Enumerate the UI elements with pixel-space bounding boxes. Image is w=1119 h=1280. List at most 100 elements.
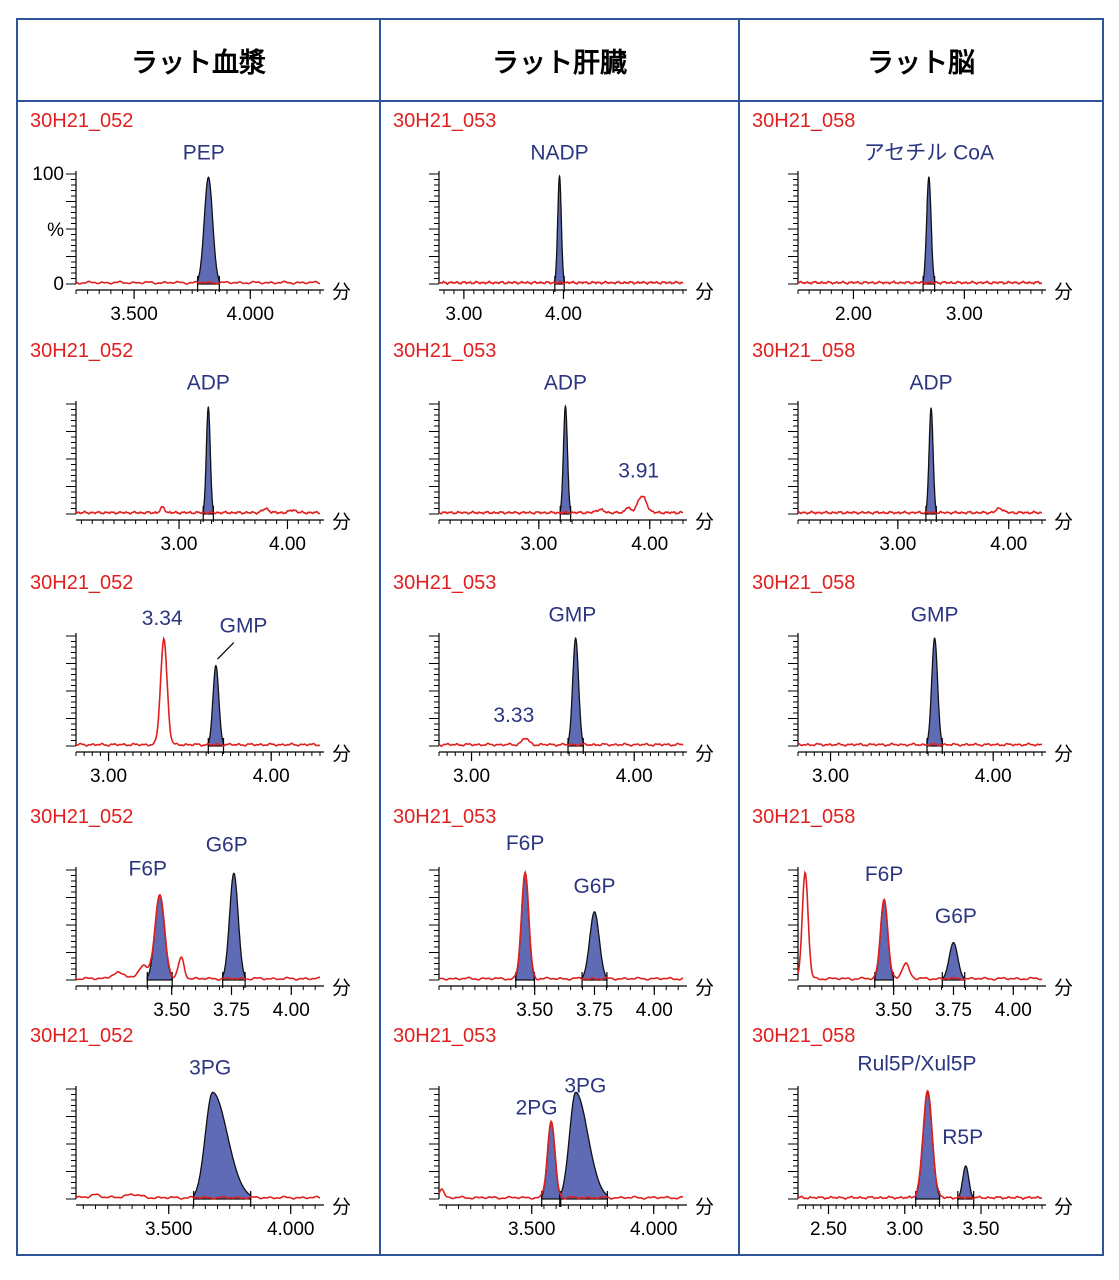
column-divider: [379, 20, 381, 1254]
chromatogram-panel: 30H21_053 3.00 4.00 分 ADP 3.91: [381, 332, 738, 562]
x-unit-label: 分: [695, 1196, 714, 1218]
sample-id: 30H21_052: [30, 340, 134, 362]
x-tick-label: 2.50: [810, 1219, 847, 1240]
y-axis-label: %: [47, 220, 64, 241]
chromatogram-svg: 3.500 4.000 分 2PG 3PG: [429, 1074, 714, 1240]
peak-label: 3.91: [618, 460, 659, 483]
chromatogram-svg: 3.00 4.00 分 ADP: [788, 372, 1073, 555]
peak-fill: [925, 406, 937, 515]
peak-label: F6P: [865, 863, 904, 886]
chromatogram-panel: 30H21_052 3.00 4.00 分 ADP: [18, 332, 379, 562]
chromatogram-panel: 30H21_058 3.00 4.00 分 ADP: [740, 332, 1102, 562]
x-unit-label: 分: [695, 511, 714, 533]
column-rat-plasma: 30H21_052 100% 0 3.500 4.000 分 PEP 30H21_052 3.0…: [18, 102, 379, 1254]
peak-label: NADP: [530, 142, 588, 165]
peak-fill: [146, 894, 173, 981]
sample-id: 30H21_058: [752, 572, 856, 594]
peak-label: F6P: [129, 858, 168, 881]
x-unit-label: 分: [1054, 977, 1073, 999]
peak-fill: [202, 405, 215, 515]
x-tick-label: 4.00: [990, 534, 1027, 555]
x-tick-label: 4.00: [995, 1000, 1032, 1021]
x-unit-label: 分: [332, 1196, 351, 1218]
chromatogram-svg: 3.50 3.75 4.00 分 F6P G6P: [66, 833, 351, 1021]
x-tick-label: 3.500: [508, 1219, 556, 1240]
sample-id: 30H21_053: [393, 806, 497, 828]
chromatogram-trace: [797, 280, 1043, 285]
peak-label: PEP: [183, 142, 225, 165]
peak-fill: [559, 1091, 609, 1200]
chromatogram-trace: [438, 737, 684, 747]
chromatogram-svg: 3.50 3.75 4.00 分 F6P G6P: [429, 832, 714, 1021]
x-tick-label: 3.50: [875, 1000, 912, 1021]
column-divider: [738, 20, 740, 1254]
peak-label: GMP: [911, 604, 959, 627]
x-tick-label: 4.000: [227, 304, 275, 325]
x-tick-label: 4.00: [616, 766, 653, 787]
chromatogram-panel: 30H21_052 3.00 4.00 分 3.34 GMP: [18, 564, 379, 794]
x-tick-label: 3.75: [576, 1000, 613, 1021]
x-tick-label: 3.00: [453, 766, 490, 787]
x-unit-label: 分: [695, 281, 714, 303]
column-header-rat-plasma: ラット血漿: [18, 20, 379, 102]
chromatogram-svg: 100% 0 3.500 4.000 分 PEP: [32, 142, 351, 325]
x-tick-label: 3.00: [445, 304, 482, 325]
sample-id: 30H21_052: [30, 806, 134, 828]
x-tick-label: 3.00: [879, 534, 916, 555]
column-header-rat-liver: ラット肝臓: [381, 20, 738, 102]
sample-id: 30H21_053: [393, 1025, 497, 1047]
chromatogram-svg: 3.00 4.00 分 ADP 3.91: [429, 372, 714, 555]
chromatogram-trace: [439, 495, 684, 515]
y-axis-label: 0: [53, 274, 64, 295]
chromatogram-svg: 3.50 3.75 4.00 分 F6P G6P: [788, 863, 1073, 1021]
chromatogram-panel: 30H21_058 3.00 4.00 分 GMP: [740, 564, 1102, 794]
sample-id: 30H21_053: [393, 572, 497, 594]
peak-fill: [196, 176, 220, 285]
peak-label: G6P: [935, 905, 977, 928]
chromatogram-trace: [75, 505, 321, 516]
peak-fill: [941, 941, 966, 981]
chromatogram-panel: 30H21_058 2.00 3.00 分 アセチル CoA: [740, 102, 1102, 332]
x-tick-label: 3.00: [520, 534, 557, 555]
peak-label: 3.34: [142, 607, 183, 630]
chromatogram-svg: 3.00 4.00 分 ADP: [66, 372, 351, 555]
x-tick-label: 3.00: [161, 534, 198, 555]
peak-fill: [207, 664, 225, 747]
y-axis-label: 100: [32, 164, 64, 185]
chromatogram-panel: 30H21_053 3.500 4.000 分 2PG 3PG: [381, 1017, 738, 1247]
peak-label: F6P: [506, 832, 545, 855]
x-tick-label: 4.00: [631, 534, 668, 555]
peak-fill: [554, 174, 565, 285]
x-tick-label: 3.50: [963, 1219, 1000, 1240]
x-tick-label: 4.000: [267, 1219, 315, 1240]
x-tick-label: 3.500: [110, 304, 158, 325]
sample-id: 30H21_058: [752, 110, 856, 132]
chromatogram-trace: [797, 1089, 1043, 1200]
x-tick-label: 4.00: [269, 534, 306, 555]
x-unit-label: 分: [332, 977, 351, 999]
sample-id: 30H21_052: [30, 110, 134, 132]
x-tick-label: 3.00: [812, 766, 849, 787]
x-unit-label: 分: [1054, 281, 1073, 303]
peak-fill: [559, 404, 572, 515]
column-header-rat-brain: ラット脳: [740, 20, 1102, 102]
chromatogram-trace: [438, 1119, 684, 1200]
x-unit-label: 分: [695, 977, 714, 999]
x-tick-label: 3.50: [516, 1000, 553, 1021]
peak-label: Rul5P/Xul5P: [857, 1052, 976, 1075]
peak-label: 3PG: [189, 1057, 231, 1080]
x-unit-label: 分: [332, 281, 351, 303]
sample-id: 30H21_058: [752, 806, 856, 828]
chromatogram-svg: 2.50 3.00 3.50 分 Rul5P/Xul5P R5P: [788, 1052, 1073, 1240]
chromatogram-panel: 30H21_053 3.00 4.00 分 NADP: [381, 102, 738, 332]
peak-label: GMP: [220, 615, 268, 638]
sample-id: 30H21_052: [30, 1025, 134, 1047]
chromatogram-svg: 2.00 3.00 分 アセチル CoA: [788, 142, 1073, 325]
chromatogram-trace: [797, 870, 1043, 981]
chromatogram-panel: 30H21_058 3.50 3.75 4.00 分 F6P G6P: [740, 798, 1102, 1028]
x-tick-label: 4.000: [630, 1219, 678, 1240]
x-tick-label: 4.00: [545, 304, 582, 325]
x-unit-label: 分: [1054, 1196, 1073, 1218]
peak-label: ADP: [187, 372, 230, 395]
peak-fill: [581, 910, 608, 981]
